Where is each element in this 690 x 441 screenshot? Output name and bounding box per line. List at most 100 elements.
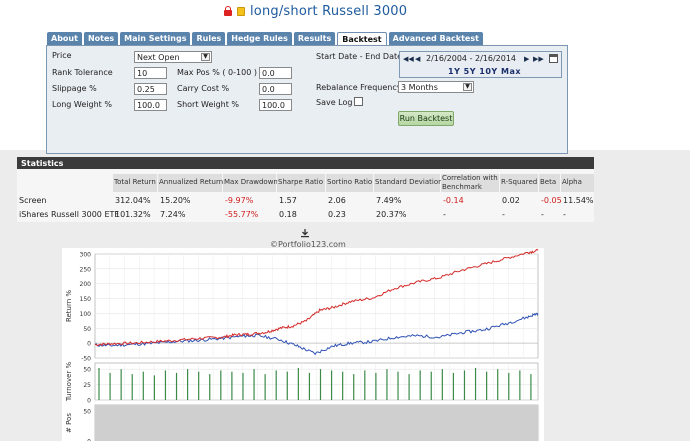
price-select[interactable]: Next Open ▼ <box>134 51 212 63</box>
title-bar: long/short Russell 3000 <box>224 3 407 19</box>
long-weight-label: Long Weight % <box>52 100 112 109</box>
date-range-picker: ◀◀ ◀ 2/16/2004 - 2/16/2014 ▶ ▶▶ 1Y 5Y 10… <box>399 51 562 78</box>
cell: - <box>502 210 505 219</box>
save-log-label: Save Log <box>316 98 353 107</box>
prev-year-icon[interactable]: ◀◀ <box>403 55 414 63</box>
y-tick-label: 50 <box>83 409 91 416</box>
rebalance-select[interactable]: 3 Months ▼ <box>398 81 474 93</box>
statistics-header: Statistics <box>17 157 594 169</box>
next-icon[interactable]: ▶ <box>524 55 530 63</box>
y-tick-label: 250 <box>80 266 92 273</box>
prev-icon[interactable]: ◀ <box>415 55 421 63</box>
col-beta: Beta <box>539 174 560 192</box>
cell: 11.54% <box>563 196 594 205</box>
series-line-screen <box>94 248 539 347</box>
backtest-panel: Price Next Open ▼ Rank Tolerance 10 Max … <box>46 45 568 154</box>
tab-rules[interactable]: Rules <box>192 32 226 45</box>
col-correlation: Correlation with Benchmark <box>441 174 499 192</box>
cell: 2.06 <box>328 196 346 205</box>
page-title: long/short Russell 3000 <box>250 3 408 19</box>
chevron-down-icon: ▼ <box>201 53 210 61</box>
tab-results[interactable]: Results <box>293 32 336 45</box>
tab-notes[interactable]: Notes <box>83 32 119 45</box>
tab-about[interactable]: About <box>47 32 82 45</box>
tab-backtest[interactable]: Backtest <box>337 32 387 45</box>
col-annualized-return: Annualized Return <box>158 174 223 192</box>
col-r-squared: R-Squared <box>500 174 538 192</box>
cell: 20.37% <box>376 210 407 219</box>
save-log-checkbox[interactable] <box>354 97 363 106</box>
chart-svg: -50 0 50 100 150 200 250 300 Return % 0 25 50 Turnov… <box>65 248 539 441</box>
cell: 1.57 <box>279 196 297 205</box>
short-weight-input[interactable]: 100.0 <box>259 99 292 111</box>
row-name: iShares Russell 3000 ETF <box>19 210 119 219</box>
statistics-table: Total Return Annualized Return Max Drawd… <box>17 169 594 222</box>
cell: - <box>541 210 544 219</box>
y-tick-label: 25 <box>83 382 91 389</box>
next-year-icon[interactable]: ▶▶ <box>533 55 544 63</box>
performance-chart: -50 0 50 100 150 200 250 300 Return % 0 25 50 Turnov… <box>62 248 544 441</box>
cell: 0.18 <box>279 210 297 219</box>
col-std-dev: Standard Deviation <box>374 174 443 192</box>
tab-hedge-rules[interactable]: Hedge Rules <box>227 32 292 45</box>
cell: -0.14 <box>443 196 464 205</box>
cell: -55.77% <box>225 210 259 219</box>
cell: - <box>563 210 566 219</box>
y-tick-label: 0 <box>87 341 91 348</box>
chart-credit: ©Portfolio123.com <box>270 240 346 249</box>
slippage-label: Slippage % <box>52 84 97 93</box>
tab-main-settings[interactable]: Main Settings <box>120 32 191 45</box>
y-tick-label: 0 <box>87 398 91 405</box>
rebalance-label: Rebalance Frequency <box>316 83 402 92</box>
cell: - <box>443 210 446 219</box>
date-range-value[interactable]: 2/16/2004 - 2/16/2014 <box>426 54 517 63</box>
carry-cost-label: Carry Cost % <box>177 84 230 93</box>
y-tick-label: 200 <box>80 281 92 288</box>
cell: 101.32% <box>115 210 151 219</box>
col-total-return: Total Return <box>113 174 157 192</box>
positions-area <box>95 405 538 441</box>
max-pos-input[interactable]: 0.0 <box>259 67 292 79</box>
max-pos-label: Max Pos % ( 0-100 ) <box>177 68 257 77</box>
cell: 0.02 <box>502 196 520 205</box>
rank-tolerance-input[interactable]: 10 <box>134 67 167 79</box>
y-tick-label: 0 <box>87 439 91 441</box>
note-icon[interactable] <box>237 6 245 16</box>
y-tick-label: 50 <box>83 326 91 333</box>
y-axis-label: Turnover % <box>65 361 73 402</box>
col-max-drawdown: Max Drawdown <box>223 174 278 192</box>
calendar-icon[interactable] <box>549 54 558 63</box>
y-tick-label: 150 <box>80 296 92 303</box>
carry-cost-input[interactable]: 0.0 <box>259 83 292 95</box>
slippage-input[interactable]: 0.25 <box>134 83 167 95</box>
download-icon[interactable] <box>300 229 310 238</box>
rebalance-value: 3 Months <box>401 83 438 92</box>
y-tick-label: -50 <box>81 356 91 363</box>
rank-tolerance-label: Rank Tolerance <box>52 68 113 77</box>
y-tick-label: 50 <box>83 367 91 374</box>
range-shortcuts[interactable]: 1Y 5Y 10Y Max <box>448 67 522 76</box>
cell: -9.97% <box>225 196 254 205</box>
backtest-settings-area: About Notes Main Settings Rules Hedge Ru… <box>0 22 690 154</box>
price-label: Price <box>52 51 72 60</box>
col-sharpe: Sharpe Ratio <box>277 174 325 192</box>
cell: 312.04% <box>115 196 151 205</box>
row-name: Screen <box>19 196 47 205</box>
run-backtest-button[interactable]: Run Backtest <box>398 111 454 126</box>
col-alpha: Alpha <box>561 174 594 192</box>
cell: 15.20% <box>160 196 191 205</box>
chevron-down-icon: ▼ <box>463 83 472 91</box>
series-line-benchmark <box>94 312 539 356</box>
cell: 7.24% <box>160 210 186 219</box>
price-value: Next Open <box>137 53 180 62</box>
top-bar: long/short Russell 3000 <box>0 0 690 22</box>
tab-bar: About Notes Main Settings Rules Hedge Ru… <box>47 32 483 45</box>
long-weight-input[interactable]: 100.0 <box>134 99 167 111</box>
lock-icon <box>224 6 232 16</box>
tab-advanced-backtest[interactable]: Advanced Backtest <box>388 32 483 45</box>
y-tick-label: 300 <box>80 252 92 259</box>
y-axis-label: # Pos <box>65 413 73 433</box>
y-tick-label: 100 <box>80 311 92 318</box>
short-weight-label: Short Weight % <box>177 100 240 109</box>
cell: 0.23 <box>328 210 346 219</box>
